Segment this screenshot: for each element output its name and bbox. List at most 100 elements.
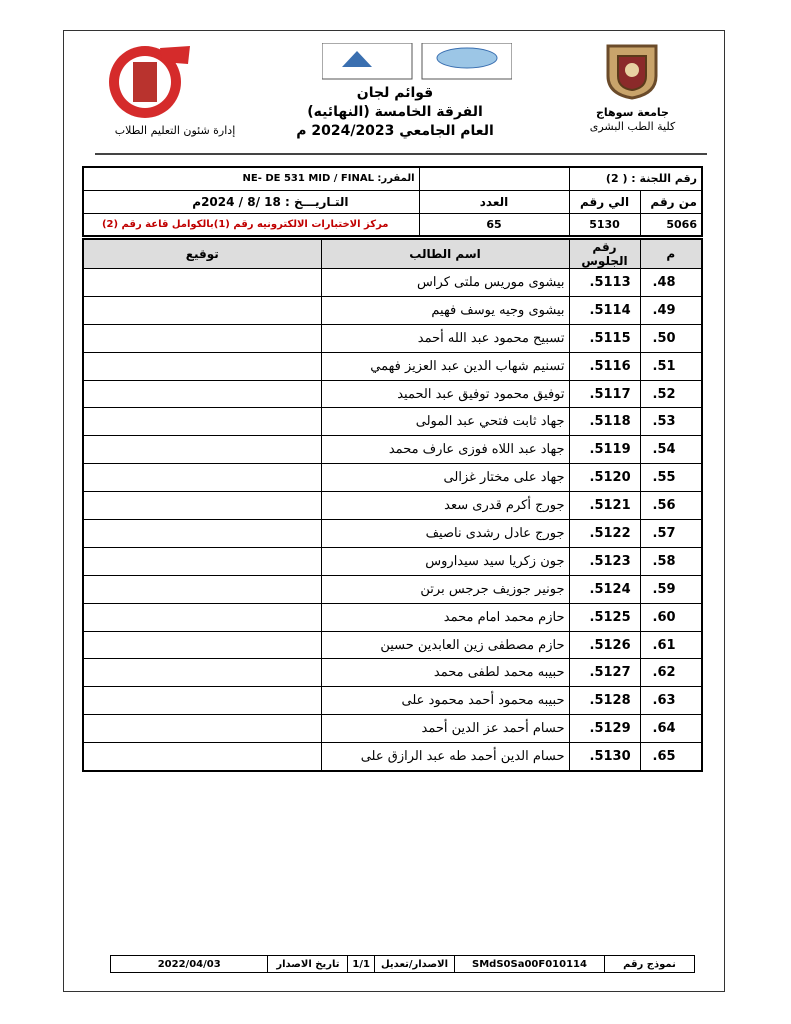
row-number: .65	[639, 742, 703, 772]
seat-number: .5128	[568, 686, 641, 716]
signature	[82, 491, 322, 521]
column-header: رقم الجلوس	[568, 238, 641, 269]
column-header: م	[639, 238, 703, 269]
student-row: .49.5114 بيشوى وجيه يوسف فهيم	[82, 295, 703, 325]
student-name: حازم مصطفى زين العابدين حسين	[320, 630, 570, 660]
row-number: .56	[639, 491, 703, 521]
info-row: 5066 5130 65 مركز الاختبارات الالكترونيه…	[82, 212, 703, 237]
signature	[82, 268, 322, 297]
signature	[82, 602, 322, 632]
info-row: من رقم الي رقم العدد التـاريـــخ : 18 /8…	[82, 189, 703, 214]
row-number: .58	[639, 546, 703, 576]
student-row: .58.5123 جون زكريا سيد سيداروس	[82, 546, 703, 576]
student-row: .65.5130 حسام الدين أحمد طه عبد الرازق عل…	[82, 742, 703, 772]
seat-number: .5121	[568, 491, 641, 521]
signature	[82, 546, 322, 576]
from: 5066	[639, 212, 703, 237]
seat-number: .5120	[568, 463, 641, 493]
signature	[82, 295, 322, 325]
row-number: .61	[639, 630, 703, 660]
seat-number: .5119	[568, 435, 641, 465]
university-name: جامعة سوهاج	[596, 106, 669, 119]
signature	[82, 351, 322, 381]
student-name: حسام الدين أحمد طه عبد الرازق على	[320, 742, 570, 772]
student-name: جونير جوزيف جرجس برتن	[320, 574, 570, 604]
seat-number: .5116	[568, 351, 641, 381]
footer-cell: 1/1	[347, 955, 375, 973]
student-table: م رقم الجلوس اسم الطالب توقيع .48.5113 بي…	[82, 238, 703, 772]
signature	[82, 435, 322, 465]
signature	[82, 714, 322, 744]
student-name: جهاد عبد اللاه فوزى عارف محمد	[320, 435, 570, 465]
footer-table: نموذج رقم SMdS0Sa00F010114 الاصدار/تعديل 1/…	[109, 955, 695, 973]
footer-row: نموذج رقم SMdS0Sa00F010114 الاصدار/تعديل 1/…	[109, 955, 695, 973]
seat-number: .5130	[568, 742, 641, 772]
department: إدارة شئون التعليم الطلاب	[114, 124, 236, 137]
seat-number: .5113	[568, 268, 641, 297]
student-name: تسبيح محمود عبد الله أحمد	[320, 323, 570, 353]
faculty-name: كلية الطب البشرى	[589, 120, 676, 133]
row-number: .64	[639, 714, 703, 744]
row-number: .59	[639, 574, 703, 604]
seat-number: .5124	[568, 574, 641, 604]
row-number: .53	[639, 407, 703, 437]
row-number: .48	[639, 268, 703, 297]
student-name: جون زكريا سيد سيداروس	[320, 546, 570, 576]
title-line: الفرقة الخامسة (النهائيه)	[307, 104, 483, 120]
signature	[82, 742, 322, 772]
student-row: .57.5122 جورج عادل رشدى ناصيف	[82, 519, 703, 548]
info-cell	[418, 166, 570, 191]
info-row: رقم اللجنة : ( 2) المقرر: NE- DE 531 MID…	[82, 166, 703, 191]
student-name: جورج عادل رشدى ناصيف	[320, 519, 570, 548]
row-number: .57	[639, 519, 703, 548]
to-label: الي رقم	[568, 189, 641, 214]
info-table: رقم اللجنة : ( 2) المقرر: NE- DE 531 MID…	[82, 166, 703, 237]
student-name: حبيبه محمد لطفى محمد	[320, 658, 570, 688]
signature	[82, 407, 322, 437]
column-header: توقيع	[82, 238, 322, 269]
row-number: .63	[639, 686, 703, 716]
seat-number: .5115	[568, 323, 641, 353]
count: 65	[418, 212, 570, 237]
accreditation-logos	[322, 43, 512, 80]
row-number: .55	[639, 463, 703, 493]
seat-number: .5129	[568, 714, 641, 744]
student-name: تسنيم شهاب الدين عبد العزيز فهمي	[320, 351, 570, 381]
course: المقرر: NE- DE 531 MID / FINAL	[82, 166, 420, 191]
date: التـاريـــخ : 18 /8 / 2024م	[82, 189, 420, 214]
row-number: .52	[639, 379, 703, 409]
footer-cell: نموذج رقم	[604, 955, 695, 973]
seat-number: .5117	[568, 379, 641, 409]
row-number: .51	[639, 351, 703, 381]
student-row: .63.5128 حبيبه محمود أحمد محمود على	[82, 686, 703, 716]
university-block: جامعة سوهاج كلية الطب البشرى	[580, 106, 685, 134]
from-label: من رقم	[639, 189, 703, 214]
row-number: .54	[639, 435, 703, 465]
student-row: .50.5115 تسبيح محمود عبد الله أحمد	[82, 323, 703, 353]
column-header: اسم الطالب	[320, 238, 570, 269]
student-row: .64.5129 حسام أحمد عز الدين أحمد	[82, 714, 703, 744]
signature	[82, 574, 322, 604]
signature	[82, 519, 322, 548]
signature	[82, 658, 322, 688]
count-label: العدد	[418, 189, 570, 214]
student-name: جهاد ثابت فتحي عبد المولى	[320, 407, 570, 437]
footer-cell: SMdS0Sa00F010114	[454, 955, 605, 973]
table-body: .48.5113 بيشوى موريس ملتى كراس .49.5114 بيش…	[82, 268, 703, 772]
seat-number: .5114	[568, 295, 641, 325]
student-row: .53.5118 جهاد ثابت فتحي عبد المولى	[82, 407, 703, 437]
seat-number: .5127	[568, 658, 641, 688]
student-row: .60.5125 حازم محمد امام محمد	[82, 602, 703, 632]
footer-cell: الاصدار/تعديل	[374, 955, 455, 973]
seat-number: .5122	[568, 519, 641, 548]
student-row: .55.5120 جهاد على مختار غزالى	[82, 463, 703, 493]
table-header: م رقم الجلوس اسم الطالب توقيع	[82, 238, 703, 269]
university-logo	[606, 44, 658, 100]
student-row: .62.5127 حبيبه محمد لطفى محمد	[82, 658, 703, 688]
student-name: جهاد على مختار غزالى	[320, 463, 570, 493]
student-name: توفيق محمود توفيق عبد الحميد	[320, 379, 570, 409]
faculty-logo	[109, 46, 190, 118]
footer-cell: تاريخ الاصدار	[267, 955, 349, 973]
